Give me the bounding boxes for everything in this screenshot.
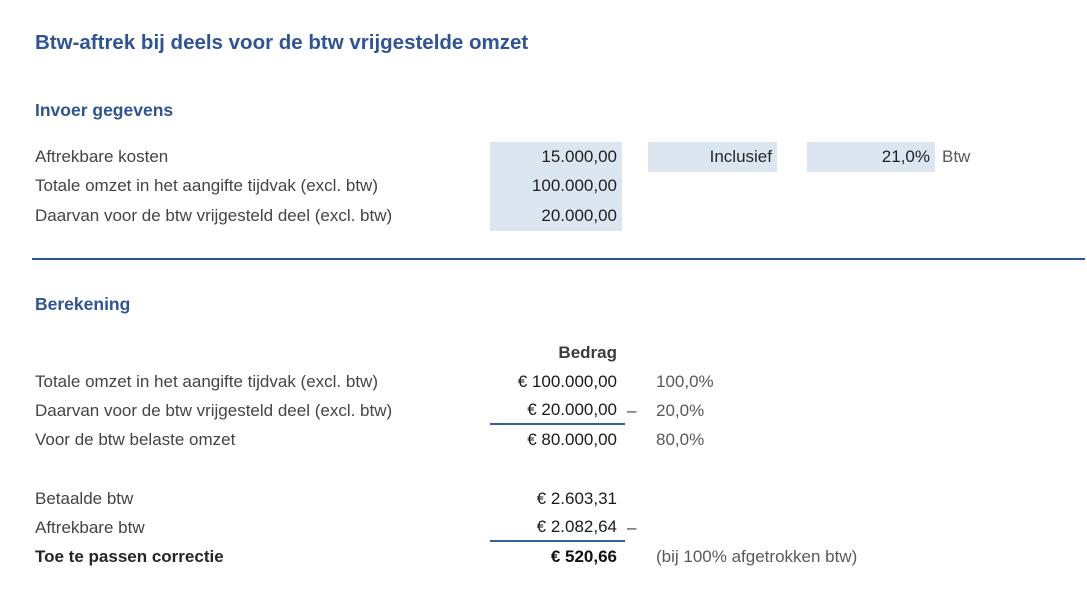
calc-row-belaste-omzet: Voor de btw belaste omzet € 80.000,00 80… xyxy=(35,425,714,454)
input-row-totale-omzet: Totale omzet in het aangifte tijdvak (ex… xyxy=(35,171,970,201)
calc-percentage: 80,0% xyxy=(656,429,705,449)
section-heading-berekening: Berekening xyxy=(35,294,131,314)
calc-row-betaalde-btw: Betaalde btw € 2.603,31 xyxy=(35,484,857,513)
calc-amount: € 80.000,00 xyxy=(527,429,617,449)
input-table: Aftrekbare kosten 15.000,00 Inclusief 21… xyxy=(35,142,970,231)
result-label: Toe te passen correctie xyxy=(35,546,224,566)
input-label: Totale omzet in het aangifte tijdvak (ex… xyxy=(35,176,378,196)
calc-amount: € 100.000,00 xyxy=(517,371,617,391)
calc-percentage: 20,0% xyxy=(656,400,705,420)
calc-operator xyxy=(625,542,643,571)
calc-label: Totale omzet in het aangifte tijdvak (ex… xyxy=(35,371,378,391)
calc-amount-underlined: € 20.000,00 xyxy=(490,396,625,425)
calc-row-vrijgesteld-deel: Daarvan voor de btw vrijgesteld deel (ex… xyxy=(35,396,714,425)
section-heading-invoer-gegevens: Invoer gegevens xyxy=(35,100,174,120)
result-note: (bij 100% afgetrokken btw) xyxy=(656,546,858,566)
calc-header-row: Bedrag xyxy=(35,338,714,367)
calc-label: Aftrekbare btw xyxy=(35,517,145,537)
column-header-bedrag: Bedrag xyxy=(558,342,617,362)
input-row-aftrekbare-kosten: Aftrekbare kosten 15.000,00 Inclusief 21… xyxy=(35,142,970,172)
calc-row-toe-te-passen-correctie: Toe te passen correctie € 520,66 (bij 10… xyxy=(35,542,857,571)
input-row-vrijgesteld-deel: Daarvan voor de btw vrijgesteld deel (ex… xyxy=(35,201,970,231)
calculation-omzet-table: Bedrag Totale omzet in het aangifte tijd… xyxy=(35,338,714,454)
result-amount: € 520,66 xyxy=(550,546,617,566)
calc-row-aftrekbare-btw: Aftrekbare btw € 2.082,64 – xyxy=(35,513,857,542)
calc-row-totale-omzet: Totale omzet in het aangifte tijdvak (ex… xyxy=(35,367,714,396)
input-cell-totale-omzet[interactable]: 100.000,00 xyxy=(490,171,622,201)
calc-label: Voor de btw belaste omzet xyxy=(35,429,236,449)
section-divider xyxy=(32,258,1085,260)
input-cell-btw-percentage[interactable]: 21,0% xyxy=(807,142,935,172)
calc-operator xyxy=(625,425,643,454)
calc-label: Daarvan voor de btw vrijgesteld deel (ex… xyxy=(35,400,393,420)
btw-suffix-label: Btw xyxy=(942,146,971,166)
calc-operator xyxy=(625,367,643,396)
input-cell-inclusief-exclusief[interactable]: Inclusief xyxy=(648,142,777,172)
calculation-btw-table: Betaalde btw € 2.603,31 Aftrekbare btw €… xyxy=(35,484,857,571)
input-label: Daarvan voor de btw vrijgesteld deel (ex… xyxy=(35,205,393,225)
calc-operator xyxy=(625,484,643,513)
input-label: Aftrekbare kosten xyxy=(35,146,169,166)
minus-operator: – xyxy=(627,400,637,420)
spacer xyxy=(622,142,648,172)
calc-amount: € 2.603,31 xyxy=(536,488,617,508)
page-title: Btw-aftrek bij deels voor de btw vrijges… xyxy=(35,31,529,54)
calc-label: Betaalde btw xyxy=(35,488,134,508)
calc-percentage: 100,0% xyxy=(656,371,714,391)
calc-amount-underlined: € 2.082,64 xyxy=(490,513,625,542)
spacer xyxy=(777,142,807,172)
input-cell-aftrekbare-kosten[interactable]: 15.000,00 xyxy=(490,142,622,172)
spacer xyxy=(35,338,490,367)
input-cell-vrijgesteld-deel[interactable]: 20.000,00 xyxy=(490,201,622,231)
minus-operator: – xyxy=(627,517,637,537)
